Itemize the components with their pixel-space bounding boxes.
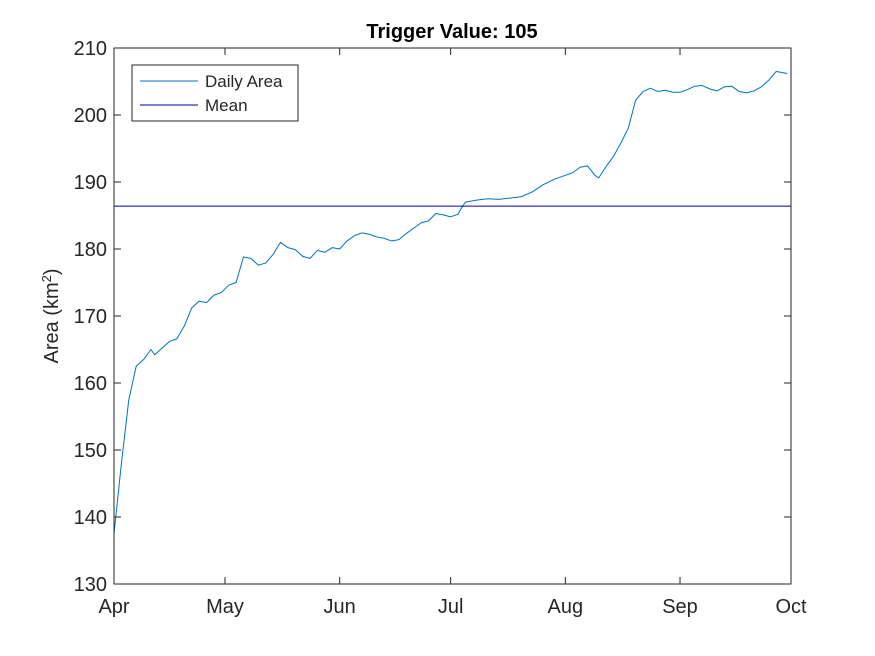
ticks-layer: 130 140 150 160 170 180 190 200 210 Apr May Jun Jul A… — [74, 38, 807, 618]
legend-label: Daily Area — [205, 72, 283, 91]
chart-title: Trigger Value: 105 — [366, 21, 537, 43]
y-tick-label: 140 — [74, 507, 107, 529]
y-tick-label: 160 — [74, 373, 107, 395]
y-axis-label-suffix: ) — [41, 268, 63, 275]
y-axis-label-text: Area (km — [41, 282, 63, 363]
plot-area — [114, 48, 791, 584]
y-tick-label: 180 — [74, 239, 107, 261]
y-tick-label: 130 — [74, 574, 107, 596]
legend-box — [131, 64, 299, 122]
y-tick-label: 170 — [74, 306, 107, 328]
series-line-daily-area — [113, 70, 788, 534]
y-tick-label: 200 — [74, 105, 107, 127]
x-tick-label: Jun — [324, 596, 356, 618]
y-tick-label: 150 — [74, 440, 107, 462]
y-axis-label-superscript: 2 — [39, 275, 54, 282]
x-tick-label: Oct — [775, 596, 807, 618]
legend: Daily Area Mean — [131, 64, 299, 122]
x-tick-label: Apr — [98, 596, 129, 618]
x-tick-label: May — [206, 596, 244, 618]
x-tick-label: Aug — [548, 596, 584, 618]
y-axis-label: Area (km2) — [39, 268, 63, 363]
y-tick-label: 210 — [74, 38, 107, 60]
series-layer — [113, 70, 791, 534]
legend-label: Mean — [205, 96, 248, 115]
x-tick-label: Jul — [438, 596, 464, 618]
x-tick-label: Sep — [662, 596, 698, 618]
y-tick-label: 190 — [74, 172, 107, 194]
